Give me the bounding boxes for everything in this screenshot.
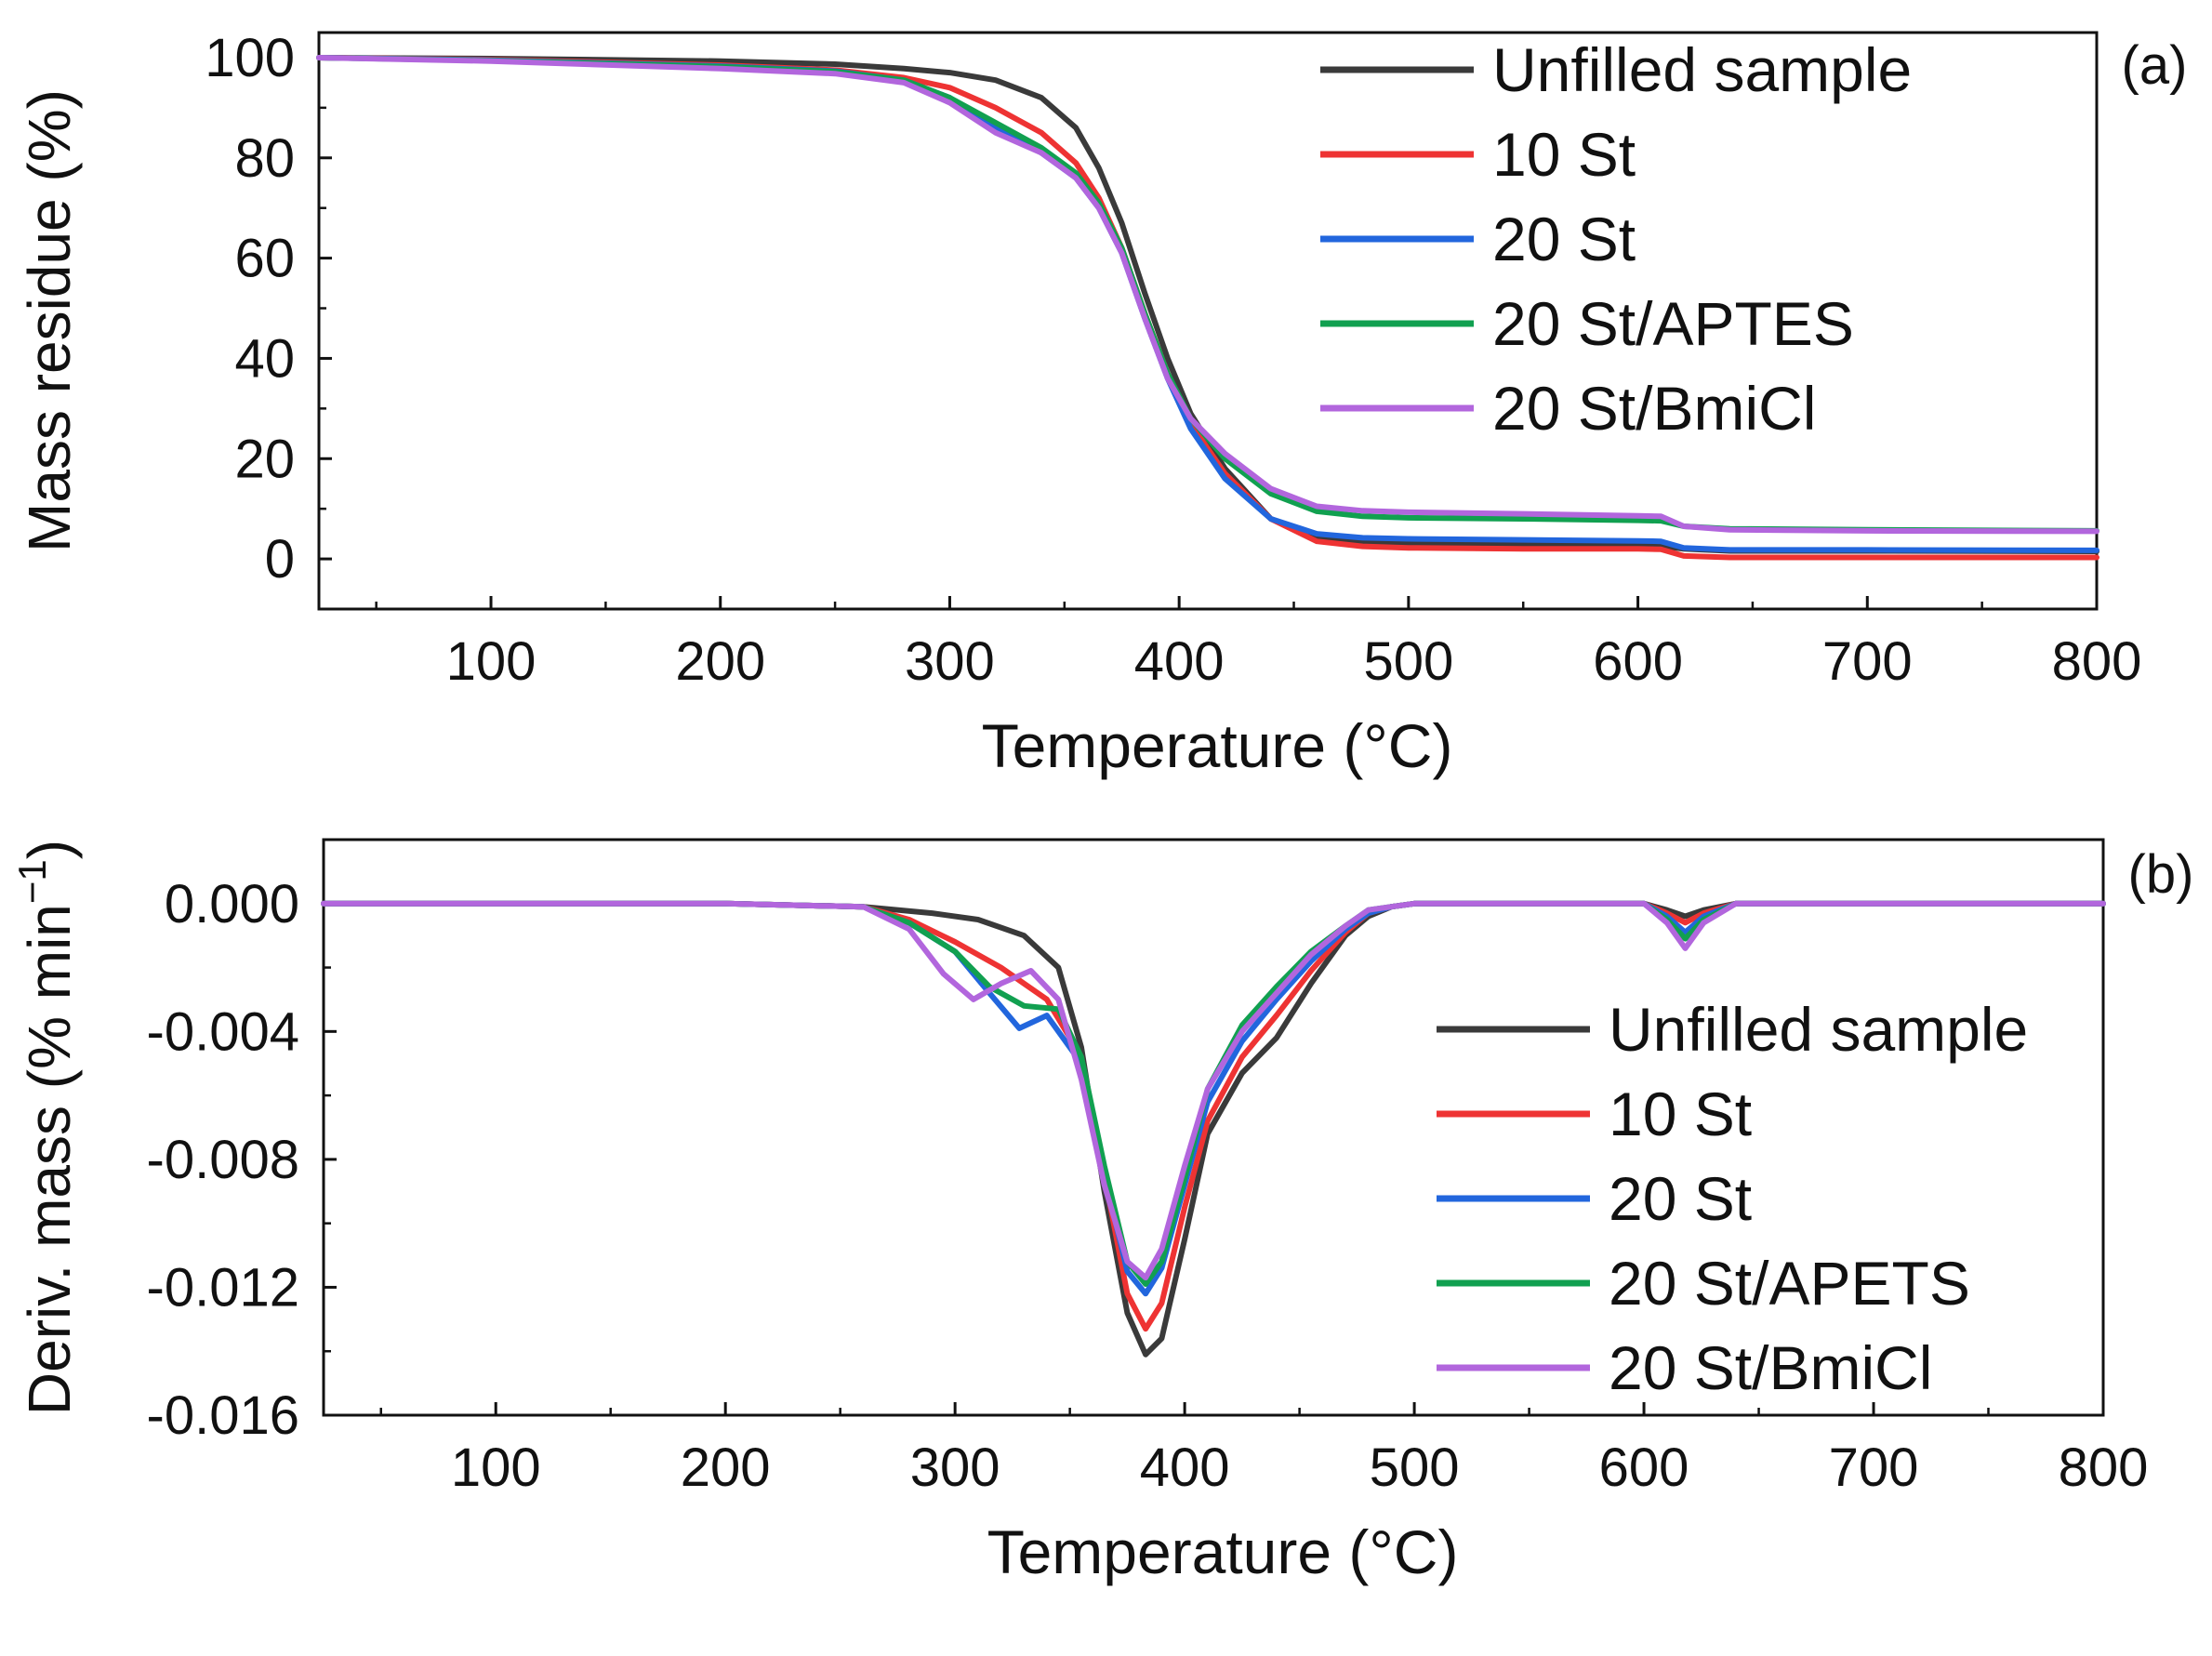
panel-a-mass-residue: 100 200 300 400 500 600 700 800 0 20 40 60 80 100 Temp… xyxy=(16,28,2187,780)
legend: Unfilled sample 10 St 20 St 20 St/APTES 20 S… xyxy=(1320,35,1912,443)
x-tick-label: 200 xyxy=(675,631,765,692)
y-tick-label: 0.000 xyxy=(165,874,299,934)
x-tick-label: 100 xyxy=(451,1437,541,1498)
y-axis-label-superscript: −1 xyxy=(10,859,54,904)
legend-label: 20 St xyxy=(1492,205,1636,273)
legend-label: 20 St/BmiCl xyxy=(1492,374,1816,443)
legend: Unfilled sample 10 St 20 St 20 St/APETS 20 S… xyxy=(1437,995,2028,1402)
x-tick-label: 400 xyxy=(1140,1437,1230,1498)
x-tick-label: 300 xyxy=(910,1437,1000,1498)
y-axis-label-close: ) xyxy=(16,840,83,859)
x-tick-label: 800 xyxy=(2052,631,2142,692)
y-axis-label-main: Deriv. mass (% min xyxy=(16,904,83,1415)
x-tick-label: 400 xyxy=(1134,631,1225,692)
y-tick-label: 40 xyxy=(234,328,295,389)
series-line-10-st xyxy=(321,900,2106,1332)
x-tick-label: 600 xyxy=(1593,631,1683,692)
y-tick-label: 0 xyxy=(265,529,295,590)
series-line-unfilled-sample xyxy=(321,900,2106,1358)
panel-b-derivative-mass: 100 200 300 400 500 600 700 800 0.000 -0.004 -0.00… xyxy=(10,838,2194,1586)
legend-label: 20 St/BmiCl xyxy=(1609,1333,1932,1402)
plot-frame xyxy=(322,838,2105,1417)
panel-label: (a) xyxy=(2122,35,2188,96)
y-axis-label: Mass residue (%) xyxy=(16,89,83,552)
x-axis-label: Temperature (°C) xyxy=(982,711,1453,780)
legend-label: 20 St/APETS xyxy=(1609,1249,1970,1318)
legend-label: 20 St xyxy=(1609,1164,1752,1233)
x-tick-label: 600 xyxy=(1599,1437,1689,1498)
x-tick-label: 200 xyxy=(681,1437,771,1498)
x-tick-label: 300 xyxy=(905,631,995,692)
legend-label: 20 St/APTES xyxy=(1492,289,1854,358)
legend-label: 10 St xyxy=(1492,120,1636,189)
series-line-20-st xyxy=(321,900,2106,1297)
y-tick-label: 80 xyxy=(234,128,295,189)
x-tick-label: 500 xyxy=(1363,631,1453,692)
x-tick-label: 500 xyxy=(1370,1437,1460,1498)
series-line-20-st-bmicl xyxy=(321,900,2106,1281)
x-axis-label: Temperature (°C) xyxy=(987,1517,1459,1586)
x-tick-label: 700 xyxy=(1822,631,1913,692)
x-tick-label: 100 xyxy=(446,631,536,692)
legend-label: Unfilled sample xyxy=(1492,35,1912,104)
panel-label: (b) xyxy=(2128,844,2194,905)
y-tick-label: -0.016 xyxy=(147,1385,299,1446)
series-line-unfilled-sample xyxy=(316,55,2099,554)
y-tick-label: -0.004 xyxy=(147,1001,299,1062)
y-tick-label: 60 xyxy=(234,229,295,289)
legend-label: Unfilled sample xyxy=(1609,995,2028,1064)
legend-label: 10 St xyxy=(1609,1080,1752,1148)
y-tick-label: -0.012 xyxy=(147,1257,299,1318)
y-axis-label: Deriv. mass (% min−1) xyxy=(10,840,83,1415)
series-line-20-st-bmicl xyxy=(316,55,2099,535)
x-tick-label: 700 xyxy=(1829,1437,1919,1498)
y-tick-label: 100 xyxy=(205,28,295,88)
y-tick-label: 20 xyxy=(234,429,295,489)
plot-frame xyxy=(317,31,2099,611)
y-tick-label: -0.008 xyxy=(147,1130,299,1190)
x-tick-label: 800 xyxy=(2059,1437,2149,1498)
